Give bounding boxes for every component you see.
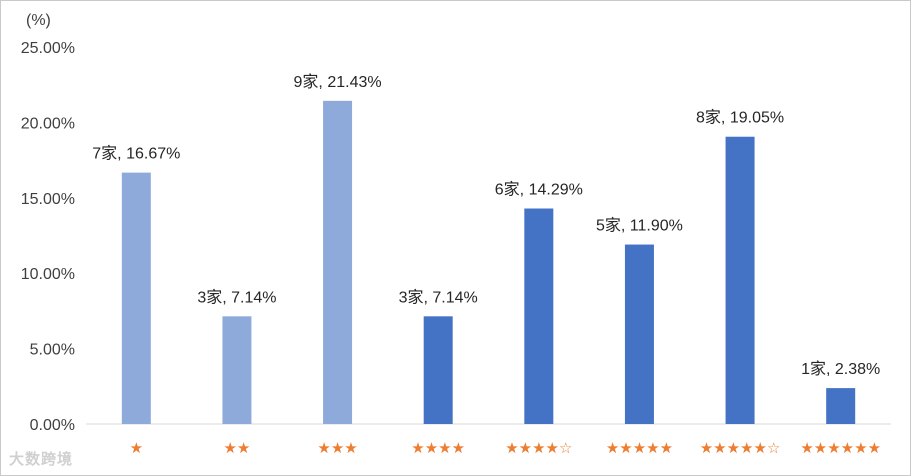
x-category-label: ★★★★★☆ — [700, 439, 781, 457]
data-label: 8家, 19.05% — [696, 109, 784, 127]
data-label: 3家, 7.14% — [399, 288, 478, 306]
data-label: 5家, 11.90% — [596, 217, 683, 235]
x-category-label: ★★★★★ — [606, 439, 673, 457]
bar — [624, 244, 654, 424]
bars-group — [121, 100, 856, 424]
y-tick-label: 25.00% — [21, 40, 75, 57]
data-label: 9家, 21.43% — [294, 73, 382, 91]
x-category-label: ★★★★ — [411, 439, 465, 457]
bar — [826, 388, 856, 424]
y-tick-label: 10.00% — [21, 266, 75, 283]
y-unit-label: (%) — [26, 12, 51, 29]
bar — [121, 172, 151, 424]
data-label: 1家, 2.38% — [801, 360, 880, 378]
x-category-label: ★★★★☆ — [505, 439, 572, 457]
bar — [323, 100, 353, 424]
category-labels-group: ★ ★★ ★★★ ★★★★ ★★★★☆ ★★★★★ ★★★★★☆ ★★★★★★ — [130, 439, 881, 457]
y-tick-label: 5.00% — [30, 342, 75, 359]
bar — [524, 208, 554, 424]
y-tick-label: 20.00% — [21, 115, 75, 132]
x-category-label: ★ — [130, 439, 143, 457]
data-labels-group: 7家, 16.67% 3家, 7.14% 9家, 21.43% 3家, 7.14% 6家… — [92, 73, 880, 378]
y-axis: (%) 0.00% 5.00% 10.00% 15.00% 20.00% 25.00% — [21, 12, 75, 434]
y-tick-label: 0.00% — [30, 417, 75, 434]
x-category-label: ★★ — [223, 439, 250, 457]
bar — [423, 316, 453, 424]
bar — [222, 316, 252, 424]
watermark-logo: 大数跨境 — [9, 450, 74, 468]
data-label: 3家, 7.14% — [197, 288, 276, 306]
bar — [725, 136, 755, 424]
y-tick-label: 15.00% — [21, 191, 75, 208]
x-category-label: ★★★★★★ — [800, 439, 881, 457]
data-label: 7家, 16.67% — [92, 145, 180, 163]
x-category-label: ★★★ — [317, 439, 357, 457]
data-label: 6家, 14.29% — [495, 181, 583, 199]
